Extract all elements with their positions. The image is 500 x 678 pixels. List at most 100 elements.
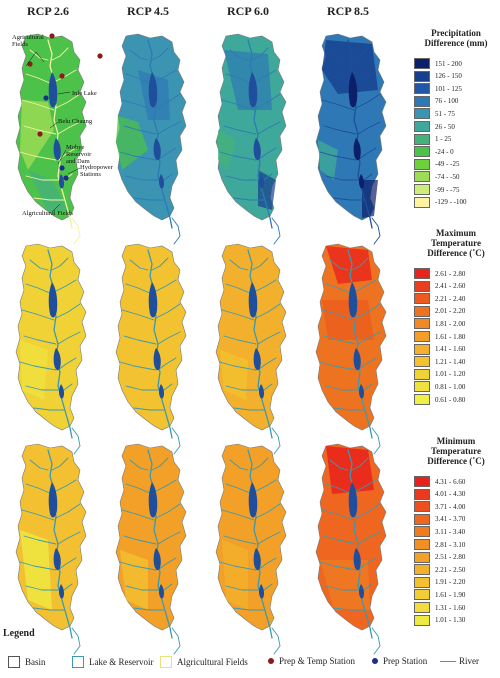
tmax-map-rcp26 xyxy=(15,243,87,455)
annotation-belu-chaung: Belu Chaung xyxy=(58,118,93,125)
legend-swatch xyxy=(414,280,430,292)
legend-class: 1.41 - 1.60 xyxy=(414,343,466,355)
legend-class-label: 2.41 - 2.60 xyxy=(435,282,466,291)
annotation-agricultural-fields: Agricultural Fields xyxy=(12,34,44,48)
legend-class-label: 51 - 75 xyxy=(435,109,455,118)
legend-class-label: -24 - 0 xyxy=(435,147,454,156)
legend-class-label: 4.31 - 6.60 xyxy=(435,477,466,486)
legend-item-basin: Basin xyxy=(8,656,46,668)
tmax-legend-title: Maximum Temperature Difference (˚C) xyxy=(427,228,485,258)
legend-swatch xyxy=(414,368,430,380)
legend-class: 1.01 - 1.30 xyxy=(414,614,466,626)
legend-class: 76 - 100 xyxy=(414,95,459,107)
legend-swatch xyxy=(414,602,430,613)
legend-class-label: 2.01 - 2.20 xyxy=(435,307,466,316)
legend-swatch xyxy=(414,121,430,132)
legend-class-label: 1 - 25 xyxy=(435,135,452,144)
legend-item-prep-temp: Prep & Temp Station xyxy=(268,656,355,666)
legend-swatch xyxy=(414,133,430,145)
legend-class: 3.41 - 3.70 xyxy=(414,513,465,525)
legend-swatch xyxy=(414,488,430,500)
prep-station xyxy=(59,165,65,171)
legend-class-label: 3.71 - 4.00 xyxy=(435,502,466,511)
column-header-rcp45: RCP 4.5 xyxy=(127,4,169,18)
field-box-icon xyxy=(160,656,172,668)
legend-item-fields: Algricultural Fields xyxy=(160,656,248,668)
legend-swatch xyxy=(414,305,430,317)
legend-swatch xyxy=(414,70,430,82)
legend-swatch xyxy=(414,576,430,588)
legend-swatch xyxy=(414,318,430,330)
legend-swatch xyxy=(414,526,430,538)
legend-class: 1.21 - 1.40 xyxy=(414,356,466,368)
legend-item-prep: Prep Station xyxy=(372,656,427,666)
legend-class: 2.21 - 2.40 xyxy=(414,293,465,305)
legend-swatch xyxy=(414,331,430,342)
legend-swatch xyxy=(414,268,430,279)
legend-class-label: 2.21 - 2.50 xyxy=(435,565,466,574)
legend-swatch xyxy=(414,184,430,195)
legend-class: 2.21 - 2.50 xyxy=(414,564,466,576)
legend-class-label: 2.61 - 2.80 xyxy=(435,269,466,278)
legend-class-label: 0.61 - 0.80 xyxy=(435,395,466,404)
legend-class-label: 76 - 100 xyxy=(435,97,459,106)
legend-class: 4.31 - 6.60 xyxy=(414,476,465,487)
tmax-map-rcp60 xyxy=(215,243,287,455)
legend-class-label: 151 - 200 xyxy=(435,59,462,68)
legend-swatch xyxy=(414,381,430,393)
tmin-map-rcp26 xyxy=(15,443,87,655)
tmin-legend-title: Minimum Temperature Difference (˚C) xyxy=(427,436,485,466)
legend-class-label: 126 - 150 xyxy=(435,72,462,81)
legend-swatch xyxy=(414,551,430,563)
precip-map-rcp45 xyxy=(115,33,187,245)
legend-class: 2.61 - 2.80 xyxy=(414,268,465,279)
legend-class: 0.81 - 1.00 xyxy=(414,381,465,393)
legend-class-label: -129 - -100 xyxy=(435,198,467,207)
legend-class-label: 3.11 - 3.40 xyxy=(435,527,466,536)
legend-class-label: 1.61 - 1.80 xyxy=(435,332,466,341)
legend-class-label: 1.01 - 1.20 xyxy=(435,370,466,379)
tmin-map-rcp85 xyxy=(315,443,387,655)
legend-class: 0.61 - 0.80 xyxy=(414,394,465,405)
legend-class: 51 - 75 xyxy=(414,108,455,120)
legend-class-label: 1.01 - 1.30 xyxy=(435,616,466,625)
precip-map-rcp60 xyxy=(215,33,287,245)
footer-legend: Basin Lake & Reservoir Algricultural Fie… xyxy=(0,656,500,670)
legend-class-label: -99 - -75 xyxy=(435,185,460,194)
prep-station xyxy=(63,175,69,181)
legend-swatch xyxy=(414,614,430,626)
precip-map-rcp85 xyxy=(315,33,387,245)
legend-swatch xyxy=(414,293,430,305)
legend-swatch xyxy=(414,95,430,107)
legend-class: 2.51 - 2.80 xyxy=(414,551,465,563)
prep-station xyxy=(43,95,49,101)
legend-class-label: 1.41 - 1.60 xyxy=(435,345,466,354)
prep-temp-station xyxy=(27,61,33,67)
legend-class: -74 - -50 xyxy=(414,171,460,183)
legend-swatch xyxy=(414,394,430,405)
legend-class: 101 - 125 xyxy=(414,83,462,95)
legend-class: 1.61 - 1.80 xyxy=(414,331,465,342)
legend-class: 2.01 - 2.20 xyxy=(414,305,466,317)
legend-class: -49 - -25 xyxy=(414,158,460,170)
legend-class-label: 1.91 - 2.20 xyxy=(435,578,466,587)
tmax-map-rcp45 xyxy=(115,243,187,455)
legend-class: 2.81 - 3.10 xyxy=(414,539,465,550)
legend-class: 3.11 - 3.40 xyxy=(414,526,466,538)
legend-class: 1.91 - 2.20 xyxy=(414,576,466,588)
legend-class-label: -49 - -25 xyxy=(435,160,460,169)
legend-class: 1.81 - 2.00 xyxy=(414,318,465,330)
basin-box-icon xyxy=(8,656,20,668)
legend-class-label: 2.81 - 3.10 xyxy=(435,540,466,549)
prep-temp-station xyxy=(49,33,55,39)
legend-class-label: 1.31 - 1.60 xyxy=(435,603,466,612)
legend-class: 1.01 - 1.20 xyxy=(414,368,466,380)
blue-dot-icon xyxy=(372,658,378,664)
legend-swatch xyxy=(414,501,430,513)
tmax-map-rcp85 xyxy=(315,243,387,455)
legend-class-label: 101 - 125 xyxy=(435,84,462,93)
legend-class: -24 - 0 xyxy=(414,146,454,158)
legend-class: 3.71 - 4.00 xyxy=(414,501,466,513)
legend-class-label: 1.21 - 1.40 xyxy=(435,357,466,366)
